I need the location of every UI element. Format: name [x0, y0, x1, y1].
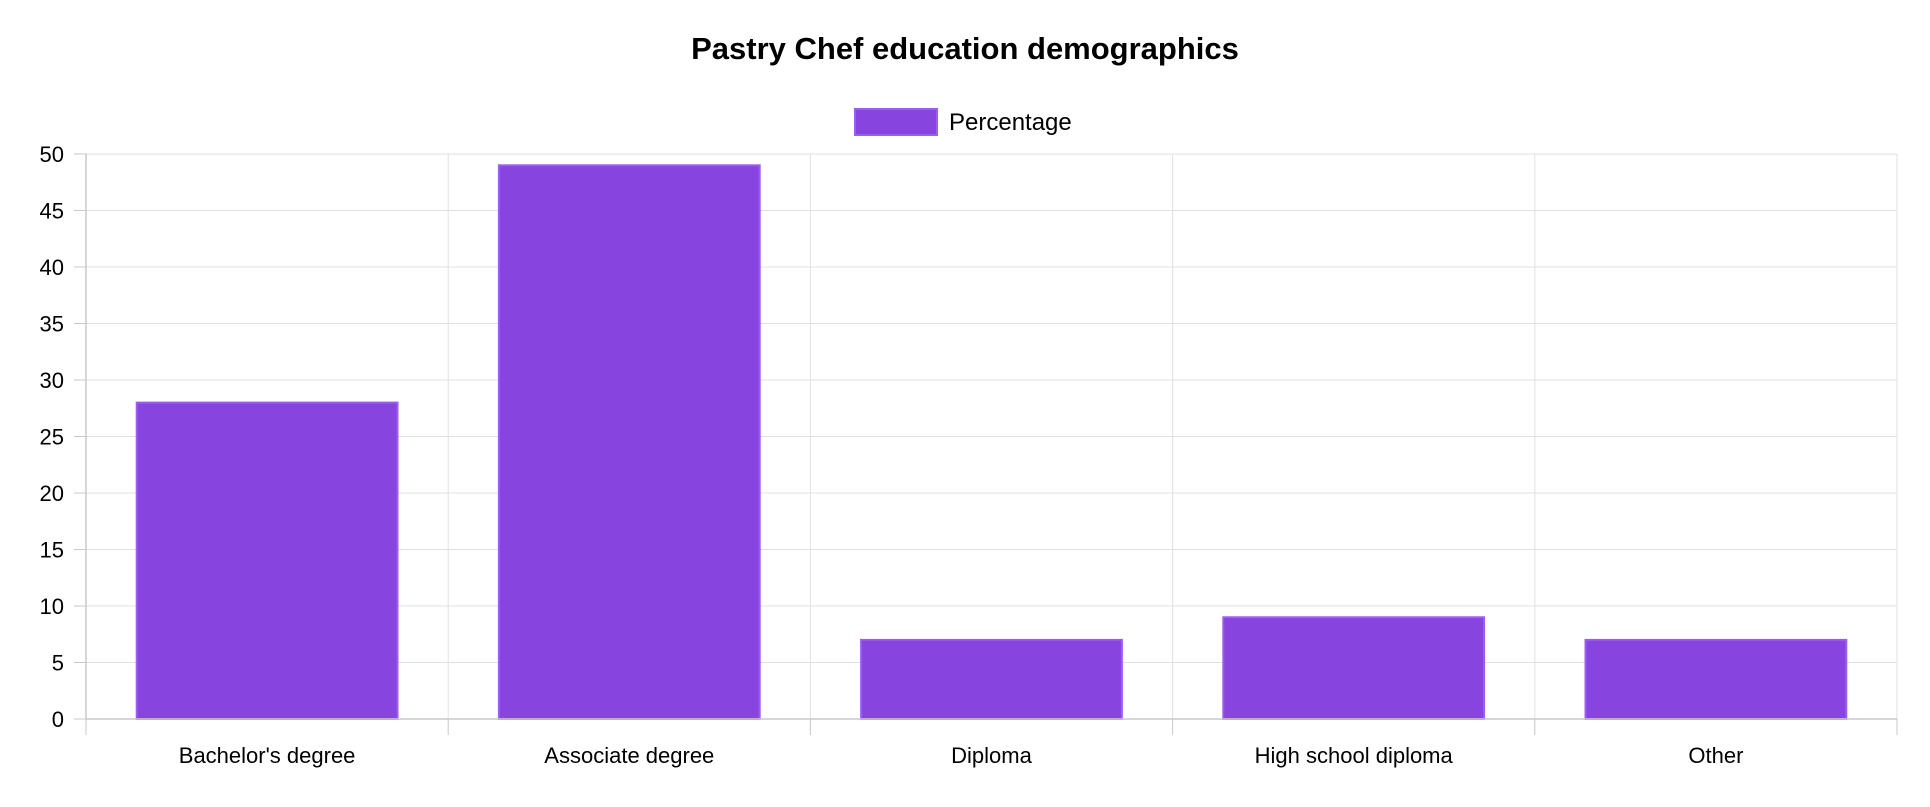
- bars: [135, 164, 1848, 721]
- bar-other[interactable]: [1584, 638, 1848, 721]
- legend-swatch: [854, 108, 938, 136]
- y-tick-label-5: 5: [52, 651, 64, 676]
- chart-title: Pastry Chef education demographics: [691, 31, 1239, 66]
- y-tick-label-0: 0: [52, 707, 64, 732]
- y-tick-label-10: 10: [40, 594, 64, 619]
- y-axis-tick-labels: 0 5 10 15 20 25 30 35 40 45 50: [40, 142, 64, 732]
- legend-label-percentage: Percentage: [949, 109, 1072, 136]
- x-tick-label-0: Bachelor's degree: [179, 743, 356, 768]
- x-axis-tick-labels: Bachelor's degree Associate degree Diploma…: [179, 743, 1744, 768]
- x-tick-label-3: High school diploma: [1255, 743, 1454, 768]
- x-tick-label-1: Associate degree: [544, 743, 714, 768]
- bar-bachelor-s-degree[interactable]: [135, 401, 399, 720]
- y-tick-label-30: 30: [40, 368, 64, 393]
- y-tick-label-25: 25: [40, 425, 64, 450]
- y-tick-label-50: 50: [40, 142, 64, 167]
- y-tick-label-45: 45: [40, 199, 64, 224]
- y-tick-label-20: 20: [40, 481, 64, 506]
- bar-high-school-diploma[interactable]: [1222, 616, 1486, 720]
- legend[interactable]: Percentage: [854, 108, 1072, 136]
- bar-associate-degree[interactable]: [497, 164, 761, 721]
- x-tick-label-2: Diploma: [951, 743, 1032, 768]
- bar-diploma[interactable]: [860, 638, 1123, 721]
- y-tick-label-35: 35: [40, 312, 64, 337]
- y-tick-label-15: 15: [40, 538, 64, 563]
- y-tick-label-40: 40: [40, 255, 64, 280]
- axes: [74, 153, 1898, 735]
- x-tick-label-4: Other: [1688, 743, 1743, 768]
